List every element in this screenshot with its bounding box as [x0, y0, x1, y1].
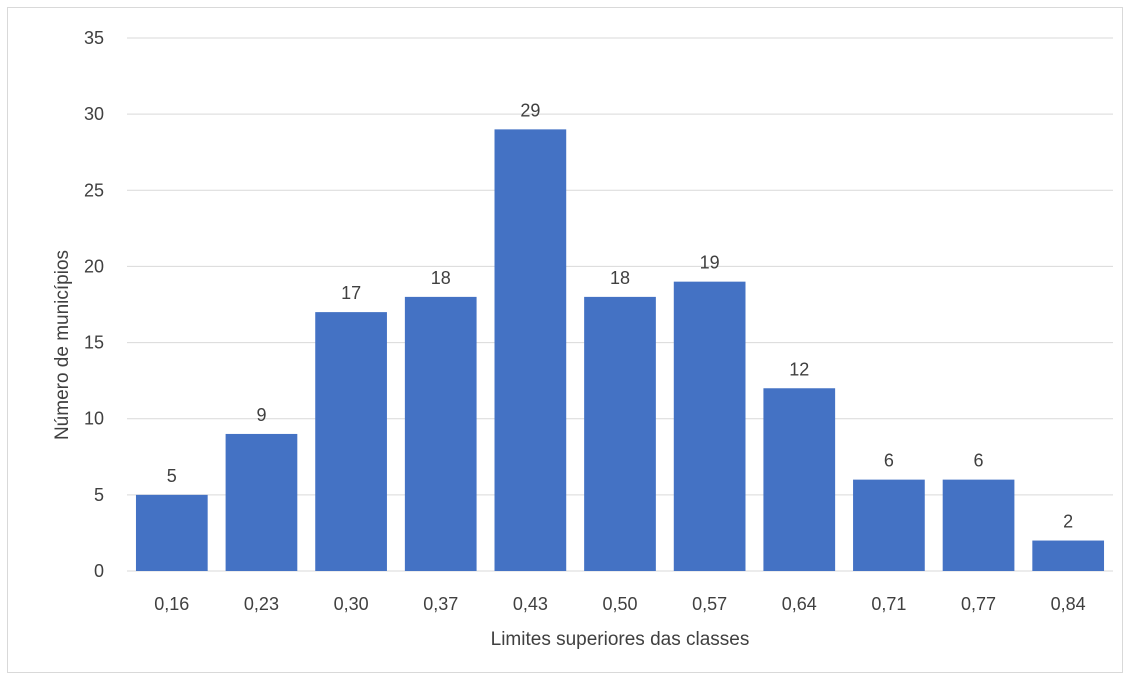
- data-label: 18: [610, 268, 630, 288]
- y-axis-title: Número de municípios: [52, 250, 73, 440]
- bars: [135, 129, 1105, 571]
- bar: [404, 296, 477, 571]
- bar: [1032, 540, 1105, 571]
- x-tick-label: 0,57: [692, 594, 727, 614]
- bar: [584, 296, 656, 571]
- y-tick-label: 10: [84, 409, 104, 429]
- x-tick-label: 0,64: [782, 594, 817, 614]
- data-label: 19: [700, 253, 720, 273]
- x-tick-label: 0,84: [1051, 594, 1086, 614]
- bar: [135, 494, 208, 571]
- data-label: 6: [974, 451, 984, 471]
- data-label: 5: [167, 466, 177, 486]
- data-label: 2: [1063, 512, 1073, 532]
- bar: [494, 129, 567, 571]
- y-tick-label: 5: [94, 485, 104, 505]
- x-tick-label: 0,23: [244, 594, 279, 614]
- x-tick-label: 0,50: [602, 594, 637, 614]
- data-label: 9: [256, 405, 266, 425]
- y-tick-label: 15: [84, 333, 104, 353]
- y-tick-label: 20: [84, 256, 104, 276]
- x-tick-label: 0,37: [423, 594, 458, 614]
- bar: [315, 312, 387, 571]
- y-tick-label: 30: [84, 104, 104, 124]
- x-tick-label: 0,43: [513, 594, 548, 614]
- data-labels: 5 9 17 18 29 18 19 12 6 6 2: [167, 100, 1073, 531]
- y-tick-label: 35: [84, 28, 104, 48]
- x-tick-label: 0,16: [154, 594, 189, 614]
- y-tick-label: 25: [84, 180, 104, 200]
- y-axis-ticks: 0 5 10 15 20 25 30 35: [84, 28, 104, 581]
- data-label: 18: [431, 268, 451, 288]
- bar: [673, 281, 746, 571]
- x-axis-title: Limites superiores das classes: [491, 629, 750, 650]
- bar: [853, 479, 925, 571]
- x-axis-ticks: 0,16 0,23 0,30 0,37 0,43 0,50 0,57 0,64 0,71 0,77…: [154, 594, 1085, 614]
- data-label: 6: [884, 451, 894, 471]
- data-label: 17: [341, 283, 361, 303]
- x-tick-label: 0,30: [334, 594, 369, 614]
- y-tick-label: 0: [94, 561, 104, 581]
- data-label: 12: [789, 359, 809, 379]
- x-tick-label: 0,77: [961, 594, 996, 614]
- data-label: 29: [520, 100, 540, 120]
- bar: [942, 479, 1015, 571]
- bar: [225, 433, 298, 571]
- x-tick-label: 0,71: [871, 594, 906, 614]
- bar: [763, 388, 836, 571]
